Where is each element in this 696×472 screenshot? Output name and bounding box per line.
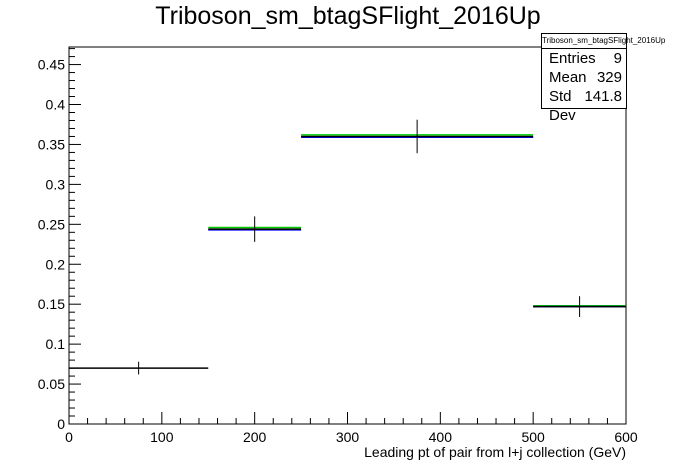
y-tick-label: 0	[57, 416, 65, 432]
y-tick-label: 0.05	[38, 376, 65, 392]
stats-label: Entries	[549, 50, 596, 67]
y-tick-label: 0.2	[46, 256, 66, 272]
y-tick-label: 0.25	[38, 216, 65, 232]
x-tick-label: 400	[429, 429, 453, 445]
y-tick-label: 0.35	[38, 136, 65, 152]
y-tick-label: 0.45	[38, 57, 65, 73]
y-tick-label: 0.3	[46, 176, 66, 192]
x-tick-label: 0	[65, 429, 73, 445]
stats-label: Mean	[549, 69, 587, 86]
stats-label: Std Dev	[549, 88, 576, 124]
stats-value: 329	[596, 69, 622, 86]
stats-row-mean: Mean 329	[542, 68, 626, 87]
x-tick-label: 600	[614, 429, 638, 445]
stats-box: Triboson_sm_btagSFlight_2016Up Entries 9…	[541, 33, 665, 124]
stats-box-title: Triboson_sm_btagSFlight_2016Up	[542, 34, 665, 49]
stats-row-stddev: Std Dev 141.8	[542, 87, 626, 124]
x-tick-label: 500	[521, 429, 545, 445]
stats-value: 141.8	[584, 88, 622, 105]
y-tick-label: 0.15	[38, 296, 65, 312]
x-tick-label: 100	[150, 429, 174, 445]
y-tick-label: 0.4	[46, 97, 66, 113]
x-axis-label: Leading pt of pair from l+j collection (…	[364, 444, 626, 460]
x-tick-label: 300	[336, 429, 360, 445]
y-tick-label: 0.1	[46, 336, 66, 352]
x-tick-label: 200	[243, 429, 267, 445]
stats-row-entries: Entries 9	[542, 49, 626, 68]
stats-value: 9	[613, 50, 622, 67]
chart-title: Triboson_sm_btagSFlight_2016Up	[155, 2, 541, 30]
